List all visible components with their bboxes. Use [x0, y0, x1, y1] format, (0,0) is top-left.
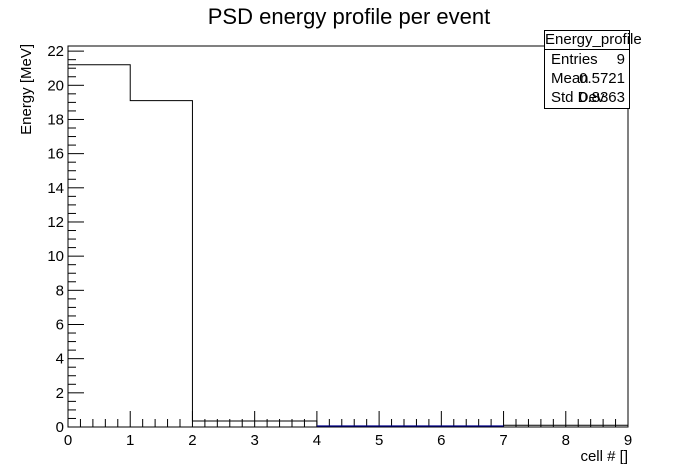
histogram-bin: [192, 421, 254, 427]
y-tick-label: 4: [56, 351, 64, 368]
histogram-bin: [566, 425, 628, 427]
x-tick-label: 0: [64, 432, 72, 449]
x-tick-label: 7: [499, 432, 507, 449]
x-tick-label: 4: [313, 432, 321, 449]
stats-row-std-dev: Std Dev 0.8363: [551, 89, 625, 107]
stats-row-entries: Entries 9: [551, 51, 625, 69]
y-tick-label: 2: [56, 385, 64, 402]
x-tick-label: 3: [250, 432, 258, 449]
x-tick-label: 1: [126, 432, 134, 449]
y-tick-label: 0: [56, 419, 64, 436]
x-tick-label: 2: [188, 432, 196, 449]
x-axis-label: cell # []: [580, 448, 628, 465]
y-tick-label: 18: [47, 111, 64, 128]
histogram-bin: [504, 425, 566, 427]
histogram-line: [67, 64, 629, 427]
chart-title: PSD energy profile per event: [207, 4, 491, 29]
y-tick-label: 22: [47, 43, 64, 60]
y-tick-label: 16: [47, 146, 64, 163]
x-tick-label: 5: [375, 432, 383, 449]
stats-label: Entries: [551, 51, 598, 68]
y-axis-label: Energy [MeV]: [18, 44, 35, 135]
stats-value: 0.5721: [579, 70, 625, 87]
stats-label: Mean: [551, 70, 589, 87]
stats-label: Std Dev: [551, 89, 605, 106]
stats-title: Energy_profile: [545, 31, 642, 50]
histogram-bin: [255, 421, 317, 427]
stats-row-mean: Mean 0.5721: [551, 70, 625, 88]
stats-value: 9: [616, 51, 625, 68]
y-tick-label: 20: [47, 77, 64, 94]
y-tick-label: 14: [47, 180, 64, 197]
x-tick-label: 8: [562, 432, 570, 449]
y-tick-label: 12: [47, 214, 64, 231]
y-tick-label: 6: [56, 316, 64, 333]
stats-box: Energy_profile Entries 9 Mean 0.5721 Std…: [544, 30, 642, 109]
histogram-bin: [130, 101, 192, 427]
histogram-bin: [68, 65, 130, 427]
x-tick-label: 6: [437, 432, 445, 449]
stats-value: 0.8363: [579, 89, 625, 106]
x-tick-label: 9: [624, 432, 632, 449]
y-tick-label: 8: [56, 282, 64, 299]
y-tick-label: 10: [47, 248, 64, 265]
